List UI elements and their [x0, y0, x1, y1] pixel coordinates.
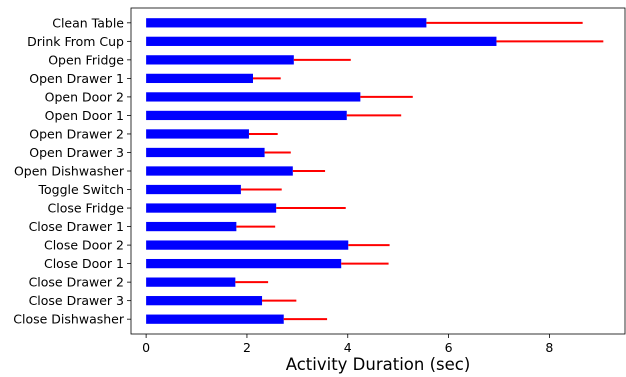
bar-close-drawer-2 — [146, 277, 236, 287]
x-tick-label: 2 — [243, 340, 251, 355]
bar-close-fridge — [146, 203, 277, 213]
x-tick-label: 4 — [344, 340, 352, 355]
x-tick-label: 8 — [545, 340, 553, 355]
y-axis: Clean Table Drink From Cup Open Fridge Open… — [13, 15, 131, 327]
bar-close-drawer-3 — [146, 296, 263, 306]
y-tick-label: Open Drawer 3 — [29, 145, 124, 160]
bar-close-door-2 — [146, 240, 349, 250]
y-tick-label: Open Drawer 2 — [29, 126, 124, 141]
y-tick-label: Toggle Switch — [38, 182, 125, 197]
bar-close-dishwasher — [146, 314, 284, 324]
bar-clean-table — [146, 18, 427, 28]
bar-drink-from-cup — [146, 36, 497, 46]
y-tick-label: Close Door 1 — [44, 256, 124, 271]
bar-toggle-switch — [146, 184, 241, 195]
y-tick-label: Close Door 2 — [44, 238, 124, 253]
bar-open-drawer-2 — [146, 129, 249, 139]
y-tick-label: Open Drawer 1 — [29, 71, 124, 86]
y-tick-label: Open Door 2 — [45, 89, 124, 104]
y-tick-label: Close Fridge — [48, 201, 125, 216]
y-tick-label: Open Fridge — [48, 52, 124, 67]
bar-close-drawer-1 — [146, 221, 237, 232]
y-tick-label: Drink From Cup — [27, 34, 124, 49]
x-axis-title: Activity Duration (sec) — [286, 355, 471, 374]
y-tick-label: Clean Table — [52, 15, 124, 30]
error-bars-group — [235, 21, 604, 321]
x-tick-label: 0 — [142, 340, 150, 355]
y-tick-label: Close Drawer 3 — [29, 293, 124, 308]
y-tick-label: Open Door 1 — [45, 108, 124, 123]
bar-open-fridge — [146, 55, 294, 65]
y-tick-label: Open Dishwasher — [14, 164, 125, 179]
bar-close-door-1 — [146, 258, 342, 269]
y-tick-label: Close Drawer 1 — [29, 219, 124, 234]
bar-open-dishwasher — [146, 166, 293, 176]
x-tick-label: 6 — [445, 340, 453, 355]
bar-open-door-2 — [146, 92, 361, 102]
bar-open-drawer-3 — [146, 147, 265, 158]
bar-open-drawer-1 — [146, 73, 253, 84]
y-tick-label: Close Drawer 2 — [29, 275, 124, 290]
y-tick-label: Close Dishwasher — [13, 312, 125, 327]
bars-group — [146, 18, 497, 324]
x-axis: 0 2 4 6 8 — [142, 334, 553, 355]
bar-open-door-1 — [146, 110, 347, 121]
